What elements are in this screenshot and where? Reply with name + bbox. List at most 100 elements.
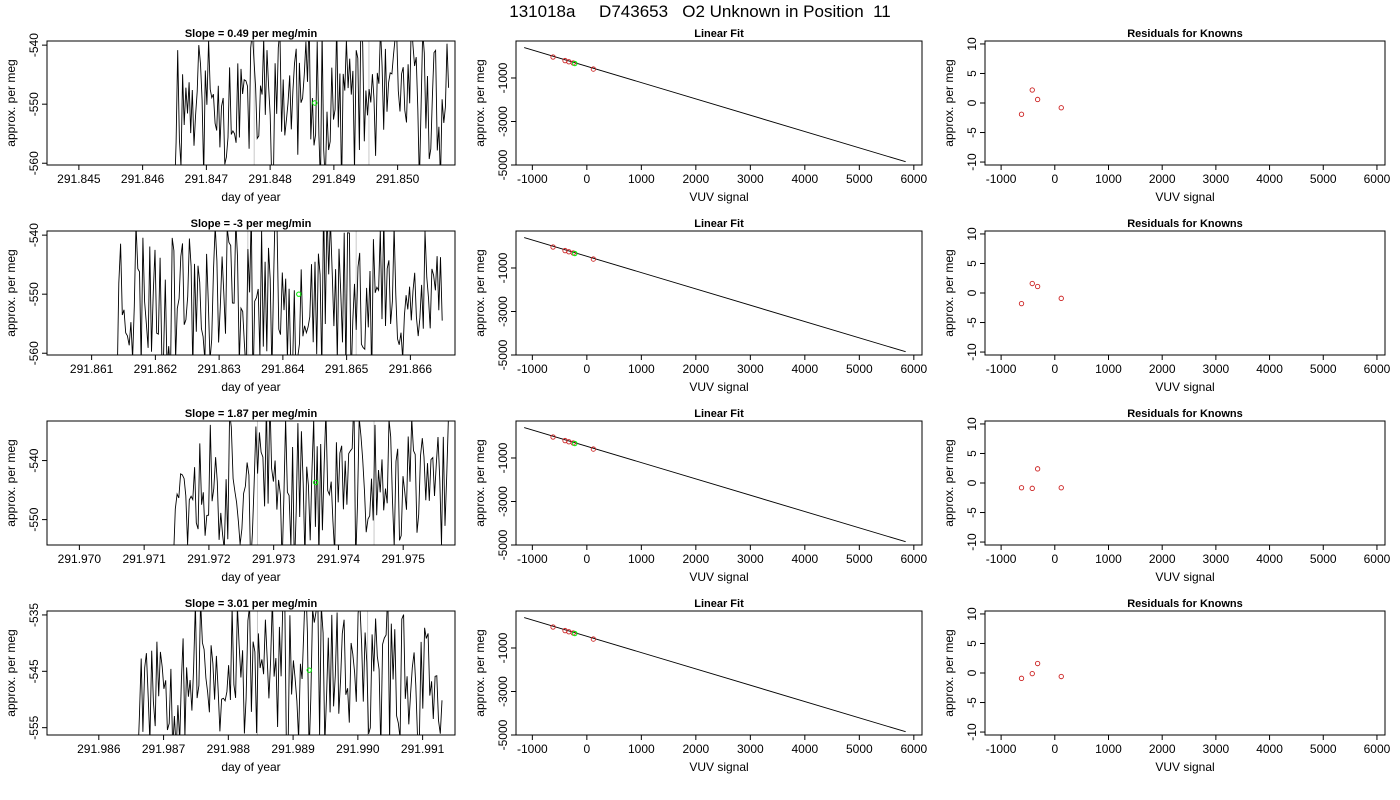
y-axis-label: approx. per meg	[473, 439, 487, 526]
plot-frame	[515, 420, 923, 546]
x-tick-label: 2000	[682, 362, 709, 376]
residual-point	[1058, 105, 1064, 111]
y-tick-label: -1000	[496, 252, 510, 283]
x-axis-label: VUV signal	[1155, 570, 1214, 584]
x-tick-label: 4000	[791, 742, 818, 756]
y-tick-label: -5000	[496, 529, 510, 560]
x-tick-label: 6000	[1364, 172, 1391, 186]
x-tick-label: 6000	[1364, 362, 1391, 376]
plot-frame	[46, 40, 456, 166]
y-tick-label: 10	[965, 227, 979, 241]
y-tick-label: -5	[965, 127, 979, 138]
x-tick-label: 6000	[900, 552, 927, 566]
x-tick-label: 291.987	[142, 742, 186, 756]
x-tick-label: 4000	[791, 362, 818, 376]
unknown-sample-point	[306, 667, 312, 673]
x-tick-label: 6000	[900, 362, 927, 376]
y-tick-label: -1000	[496, 442, 510, 473]
x-axis-label: VUV signal	[1155, 380, 1214, 394]
x-tick-label: 291.847	[185, 172, 229, 186]
residual-point	[1018, 111, 1025, 117]
x-tick-label: 291.865	[325, 362, 369, 376]
y-axis-label: approx. per meg	[4, 249, 18, 336]
known-point	[550, 54, 556, 60]
x-tick-label: 1000	[628, 742, 655, 756]
x-tick-label: 0	[1051, 552, 1058, 566]
panel-title: Residuals for Knowns	[1127, 218, 1243, 230]
x-tick-label: 291.850	[376, 172, 420, 186]
x-axis-label: day of year	[221, 570, 280, 584]
x-axis-label: VUV signal	[689, 190, 748, 204]
x-tick-label: -1000	[986, 552, 1017, 566]
residual-point	[1058, 295, 1064, 301]
known-point	[590, 256, 597, 262]
plot-area	[1018, 466, 1064, 491]
x-tick-label: 1000	[628, 552, 655, 566]
x-axis-label: day of year	[221, 760, 280, 774]
x-axis-label: day of year	[221, 190, 280, 204]
x-tick-label: 4000	[791, 172, 818, 186]
x-tick-label: 4000	[1256, 552, 1283, 566]
residual-point	[1018, 300, 1025, 307]
unknown-point	[572, 440, 578, 447]
residual-point	[1018, 675, 1025, 681]
y-tick-label: -550	[27, 282, 41, 306]
x-tick-label: 291.845	[57, 172, 101, 186]
panel-linear_fit-row-2: Linear Fit -1000 0 1000 2000 3000 4000 5000 6000…	[473, 218, 927, 394]
plot-area	[117, 231, 443, 355]
signal-trace	[173, 421, 449, 545]
x-tick-label: 3000	[737, 362, 764, 376]
y-axis-label: approx. per meg	[942, 439, 956, 526]
x-tick-label: 2000	[682, 742, 709, 756]
y-tick-label: -540	[27, 448, 41, 472]
x-tick-label: -1000	[986, 172, 1017, 186]
x-tick-label: 5000	[1310, 742, 1337, 756]
panel-linear_fit-row-3: Linear Fit -1000 0 1000 2000 3000 4000 5000 6000…	[473, 408, 927, 584]
fit-line	[524, 617, 906, 733]
x-tick-label: 291.864	[261, 362, 305, 376]
x-tick-label: 0	[1051, 362, 1058, 376]
panel-title: Linear Fit	[694, 598, 744, 610]
plot-frame	[46, 420, 456, 546]
x-tick-label: 2000	[1149, 362, 1176, 376]
residual-point	[1034, 466, 1041, 472]
x-tick-label: 2000	[682, 172, 709, 186]
x-tick-label: 1000	[628, 362, 655, 376]
y-tick-label: -550	[27, 92, 41, 116]
y-tick-label: 5	[965, 640, 979, 647]
y-tick-label: -1000	[496, 632, 510, 663]
y-tick-label: -560	[27, 151, 41, 175]
x-tick-label: 291.971	[122, 552, 166, 566]
panel-residuals-row-1: Residuals for Knowns -1000 0 1000 2000 3000 40…	[942, 28, 1391, 204]
panel-title: Residuals for Knowns	[1127, 28, 1243, 40]
panel-title: Slope = 0.49 per meg/min	[185, 28, 318, 40]
panel-title: Residuals for Knowns	[1127, 598, 1243, 610]
x-tick-label: 6000	[900, 172, 927, 186]
x-tick-label: 4000	[1256, 172, 1283, 186]
known-point	[590, 446, 597, 452]
fit-line	[524, 237, 906, 353]
x-tick-label: -1000	[986, 362, 1017, 376]
y-tick-label: -3000	[496, 106, 510, 137]
panel-slope-row-2: Slope = -3 per meg/min 291.861 291.862 291.…	[4, 218, 456, 394]
x-tick-label: 291.846	[121, 172, 165, 186]
x-tick-label: 3000	[737, 552, 764, 566]
signal-trace	[117, 231, 443, 355]
y-tick-label: -545	[27, 659, 41, 683]
x-tick-label: 3000	[737, 742, 764, 756]
x-tick-label: 291.989	[271, 742, 315, 756]
x-tick-label: 291.990	[336, 742, 380, 756]
plot-frame	[515, 610, 923, 736]
x-tick-label: 0	[1051, 742, 1058, 756]
x-tick-label: 1000	[1095, 742, 1122, 756]
unknown-sample-point	[296, 291, 302, 297]
y-tick-label: -3000	[496, 296, 510, 327]
y-axis-label: approx. per meg	[942, 59, 956, 146]
x-tick-label: 2000	[1149, 742, 1176, 756]
plot-area	[524, 617, 906, 733]
y-tick-label: -5000	[496, 339, 510, 370]
y-axis-label: approx. per meg	[4, 629, 18, 716]
fit-line	[524, 47, 906, 163]
x-tick-label: 291.991	[401, 742, 445, 756]
panel-title: Residuals for Knowns	[1127, 408, 1243, 420]
